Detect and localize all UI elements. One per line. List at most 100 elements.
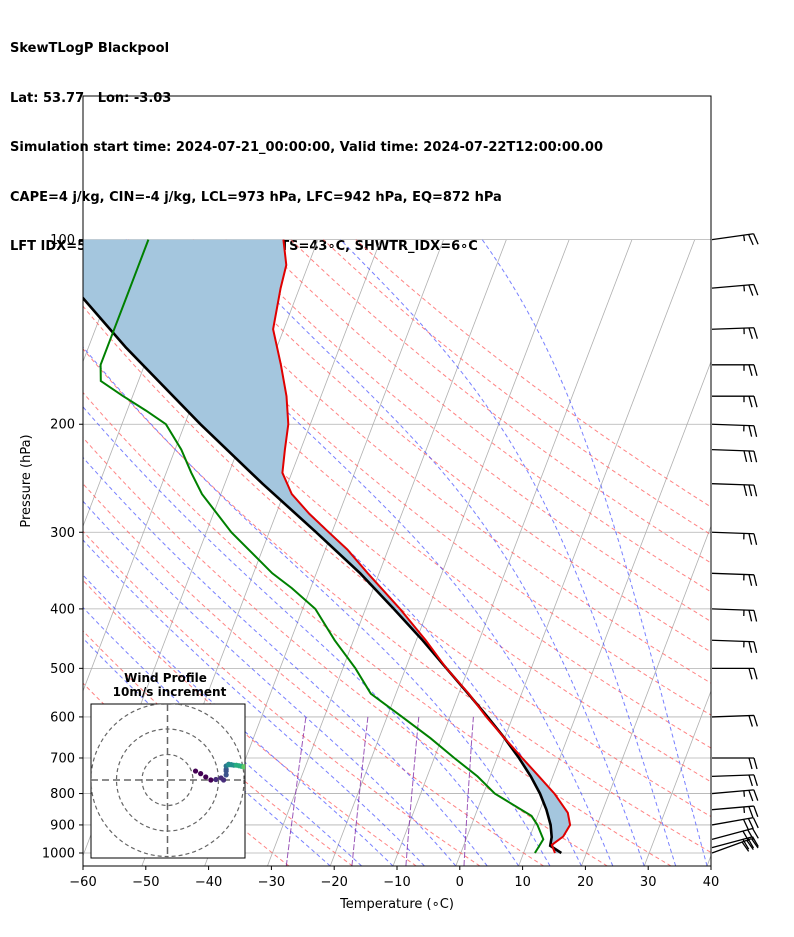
- dewpoint-profile-line: [99, 239, 545, 854]
- wind-barb: [711, 774, 758, 787]
- wind-barb: [711, 608, 758, 622]
- x-axis-label: Temperature (∘C): [339, 897, 454, 912]
- isotherm-line: [643, 689, 711, 866]
- x-tick-label: 20: [577, 875, 594, 890]
- dry-adiabat-line: [83, 483, 544, 866]
- moist-adiabat-line: [340, 239, 677, 866]
- mixing-ratio-line: [463, 716, 474, 866]
- station-title: SkewTLogP Blackpool: [10, 41, 170, 56]
- dry-adiabat-line: [83, 436, 608, 866]
- y-tick-label: 500: [50, 662, 75, 677]
- hodograph-ring: [91, 704, 245, 858]
- cape-area: [83, 239, 570, 853]
- wind-barb: [711, 423, 758, 437]
- wind-barb: [712, 395, 758, 408]
- moist-adiabat-line: [83, 456, 488, 866]
- hodograph-point: [203, 774, 209, 780]
- isotherm-line: [455, 239, 696, 866]
- hodograph-point: [249, 765, 254, 770]
- wind-barb: [711, 789, 759, 802]
- hodograph-point: [208, 777, 214, 783]
- simulation-times: Simulation start time: 2024-07-21_00:00:…: [10, 140, 603, 155]
- dry-adiabat-line: [83, 530, 481, 866]
- hodograph-point: [213, 776, 219, 783]
- y-tick-label: 1000: [42, 847, 75, 862]
- wind-barb: [711, 805, 759, 818]
- dry-adiabat-line: [290, 239, 711, 564]
- x-tick-label: −10: [383, 875, 410, 890]
- dry-adiabat-line: [83, 305, 711, 818]
- mixing-ratio-line: [351, 716, 369, 866]
- moist-adiabat-line: [125, 239, 614, 866]
- wind-barb: [711, 448, 758, 463]
- wind-barb: [712, 757, 758, 770]
- y-tick-label: 800: [50, 787, 75, 802]
- isotherm-line: [329, 239, 570, 866]
- dry-adiabat-line: [192, 239, 711, 653]
- wind-barb: [711, 531, 758, 545]
- x-tick-label: −60: [69, 875, 96, 890]
- wind-barb: [711, 836, 759, 850]
- hodograph-point: [249, 765, 254, 770]
- wind-barb: [711, 283, 759, 296]
- station-coordinates: Lat: 53.77 Lon: -3.03: [10, 90, 172, 106]
- wind-barb: [711, 817, 759, 830]
- hodograph-point: [249, 765, 254, 770]
- x-tick-label: 40: [703, 875, 720, 890]
- dry-adiabat-line: [257, 239, 711, 593]
- wind-barb: [711, 639, 758, 653]
- y-tick-label: 700: [50, 751, 75, 766]
- hodograph-point: [249, 765, 254, 770]
- wind-barb: [712, 364, 758, 376]
- y-tick-label: 200: [50, 418, 75, 433]
- wind-barb: [711, 838, 759, 854]
- dry-adiabat-line: [355, 239, 711, 508]
- hodograph-point: [221, 777, 227, 783]
- hodograph-title: Wind Profile: [124, 671, 207, 685]
- hodograph-point: [223, 772, 229, 778]
- mixing-ratio-line: [405, 716, 420, 866]
- wind-barb: [711, 714, 758, 727]
- mixing-ratio-line: [285, 716, 307, 866]
- y-axis-label: Pressure (hPa): [19, 434, 34, 527]
- x-tick-label: 30: [640, 875, 657, 890]
- temperature-profile-line: [272, 239, 572, 854]
- wind-barb: [712, 667, 758, 680]
- hodograph-point: [198, 771, 204, 777]
- dry-adiabat-line: [83, 348, 711, 854]
- wind-barb: [711, 233, 759, 246]
- wind-barb: [711, 483, 758, 497]
- isotherm-line: [581, 525, 711, 866]
- wind-barb: [711, 572, 758, 587]
- chart-header: SkewTLogP Blackpool Lat: 53.77 Lon: -3.0…: [10, 8, 603, 272]
- hodograph-point: [192, 768, 199, 774]
- isotherm-line: [83, 239, 130, 363]
- y-tick-label: 300: [50, 526, 75, 541]
- hodograph-subtitle: 10m/s increment: [113, 685, 227, 699]
- x-tick-label: −40: [195, 875, 222, 890]
- wind-barb: [711, 327, 758, 340]
- hodograph-area: [91, 704, 254, 858]
- wind-barb: [711, 827, 759, 842]
- moist-adiabat-line: [481, 239, 708, 866]
- moist-adiabat-line: [83, 406, 520, 866]
- x-tick-label: 0: [456, 875, 464, 890]
- dry-adiabat-line: [127, 239, 711, 716]
- isotherm-line: [518, 360, 711, 866]
- moist-adiabat-line: [217, 239, 645, 866]
- hodograph-point: [241, 764, 245, 770]
- isotherm-line: [267, 239, 507, 866]
- x-tick-label: −30: [258, 875, 285, 890]
- x-tick-label: −20: [320, 875, 347, 890]
- y-tick-label: 400: [50, 602, 75, 617]
- dry-adiabat-line: [83, 391, 672, 866]
- y-tick-label: 900: [50, 818, 75, 833]
- hodograph-point: [243, 765, 245, 770]
- hodograph-point: [247, 765, 252, 770]
- y-tick-label: 600: [50, 710, 75, 725]
- moist-adiabat-line: [83, 500, 457, 866]
- stability-indices-line1: CAPE=4 j/kg, CIN=-4 j/kg, LCL=973 hPa, L…: [10, 189, 502, 205]
- moist-adiabat-line: [83, 346, 551, 866]
- y-tick-label: 100: [50, 233, 75, 248]
